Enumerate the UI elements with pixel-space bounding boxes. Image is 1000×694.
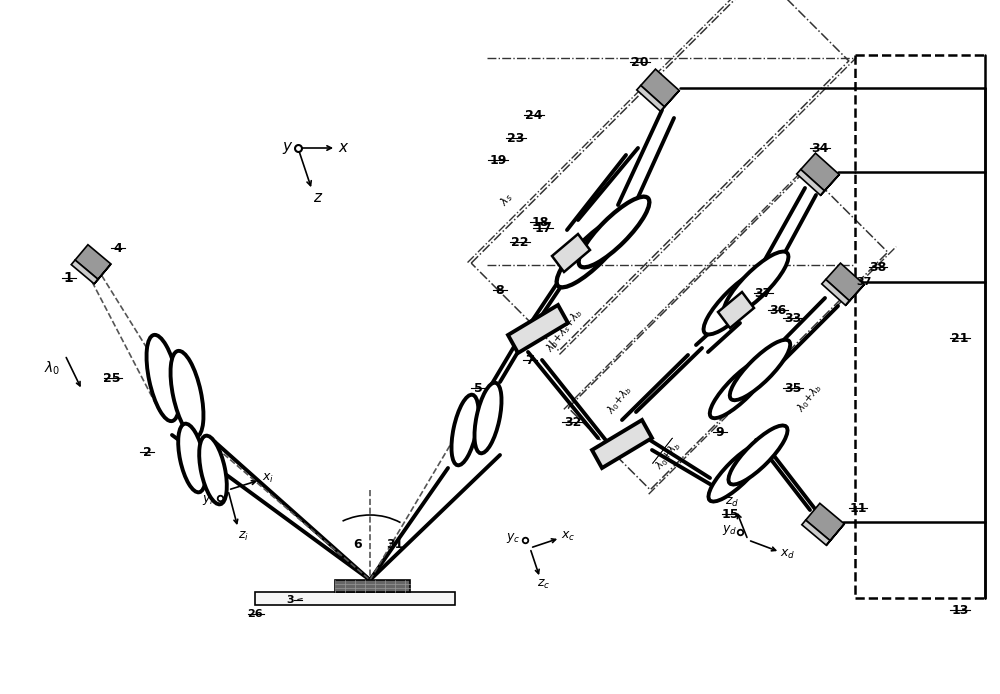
- Text: 1: 1: [63, 271, 73, 285]
- Text: 19: 19: [489, 153, 507, 167]
- Polygon shape: [661, 90, 679, 111]
- Polygon shape: [508, 305, 568, 353]
- Ellipse shape: [579, 196, 649, 267]
- Text: $x_d$: $x_d$: [780, 548, 796, 561]
- Text: 8: 8: [496, 284, 504, 296]
- Text: $z_i$: $z_i$: [238, 530, 248, 543]
- Ellipse shape: [451, 395, 479, 465]
- Ellipse shape: [147, 335, 179, 421]
- Text: 6: 6: [354, 539, 362, 552]
- Polygon shape: [821, 174, 839, 195]
- Polygon shape: [94, 264, 111, 284]
- Text: $\lambda_0{+}\lambda_b$: $\lambda_0{+}\lambda_b$: [605, 383, 635, 417]
- Polygon shape: [592, 420, 652, 468]
- Text: 3: 3: [286, 595, 294, 605]
- Polygon shape: [641, 69, 679, 107]
- Polygon shape: [637, 85, 665, 111]
- Polygon shape: [718, 292, 754, 328]
- Text: $y_i$: $y_i$: [202, 493, 214, 507]
- Ellipse shape: [730, 340, 790, 400]
- Text: 31: 31: [386, 539, 404, 552]
- Text: $\lambda_0{+}\lambda_s{+}\lambda_b$: $\lambda_0{+}\lambda_s{+}\lambda_b$: [543, 305, 585, 355]
- Polygon shape: [846, 285, 864, 305]
- Text: 36: 36: [769, 303, 787, 316]
- Polygon shape: [797, 169, 825, 195]
- Polygon shape: [255, 592, 455, 605]
- Text: $z$: $z$: [313, 191, 323, 205]
- Text: 33: 33: [784, 312, 802, 325]
- Polygon shape: [806, 503, 844, 541]
- Text: 7: 7: [526, 353, 534, 366]
- Ellipse shape: [704, 269, 768, 335]
- Polygon shape: [822, 280, 850, 305]
- Text: $z_d$: $z_d$: [725, 496, 739, 509]
- Text: 21: 21: [951, 332, 969, 344]
- Text: 11: 11: [849, 502, 867, 514]
- Text: $\overline{\lambda_0{+}\lambda_b}$: $\overline{\lambda_0{+}\lambda_b}$: [651, 437, 685, 473]
- Ellipse shape: [199, 436, 227, 505]
- Text: 5: 5: [474, 382, 482, 394]
- Ellipse shape: [708, 443, 768, 502]
- Text: 32: 32: [564, 416, 582, 428]
- Text: $y_d$: $y_d$: [722, 523, 738, 537]
- Text: $\lambda_s$: $\lambda_s$: [498, 191, 516, 210]
- Text: 9: 9: [716, 425, 724, 439]
- Polygon shape: [802, 520, 830, 545]
- Text: $x_i$: $x_i$: [262, 471, 274, 484]
- Ellipse shape: [724, 251, 788, 316]
- Text: $z_c$: $z_c$: [537, 577, 551, 591]
- Polygon shape: [335, 580, 410, 592]
- Polygon shape: [75, 245, 111, 279]
- Text: 18: 18: [531, 216, 549, 228]
- Text: 17: 17: [534, 221, 552, 235]
- Polygon shape: [826, 524, 844, 545]
- Text: 23: 23: [507, 131, 525, 144]
- Text: $\lambda_0{+}\lambda_b$: $\lambda_0{+}\lambda_b$: [795, 381, 825, 415]
- Text: $y_c$: $y_c$: [506, 531, 520, 545]
- Ellipse shape: [710, 358, 770, 418]
- Text: 4: 4: [114, 242, 122, 255]
- Text: 15: 15: [721, 507, 739, 520]
- Polygon shape: [71, 260, 98, 284]
- Polygon shape: [552, 234, 590, 272]
- Text: 13: 13: [951, 604, 969, 616]
- Text: 20: 20: [631, 56, 649, 69]
- Text: $x_c$: $x_c$: [561, 530, 575, 543]
- Ellipse shape: [474, 382, 502, 453]
- Text: 26: 26: [247, 609, 263, 619]
- Polygon shape: [826, 263, 864, 301]
- Text: 24: 24: [525, 108, 543, 121]
- Ellipse shape: [178, 423, 206, 492]
- Text: 34: 34: [811, 142, 829, 155]
- Text: 2: 2: [143, 446, 151, 459]
- Ellipse shape: [557, 217, 627, 287]
- Ellipse shape: [171, 351, 203, 437]
- Text: 38: 38: [869, 260, 887, 273]
- Text: 25: 25: [103, 371, 121, 384]
- Text: 22: 22: [511, 235, 529, 248]
- Text: 35: 35: [784, 382, 802, 394]
- Text: $x$: $x$: [338, 141, 350, 155]
- Text: $\lambda_0$: $\lambda_0$: [44, 359, 60, 377]
- Polygon shape: [801, 153, 839, 191]
- Text: 37: 37: [754, 287, 772, 300]
- Text: $y$: $y$: [282, 140, 294, 156]
- Ellipse shape: [728, 425, 788, 484]
- Text: 37: 37: [856, 277, 872, 287]
